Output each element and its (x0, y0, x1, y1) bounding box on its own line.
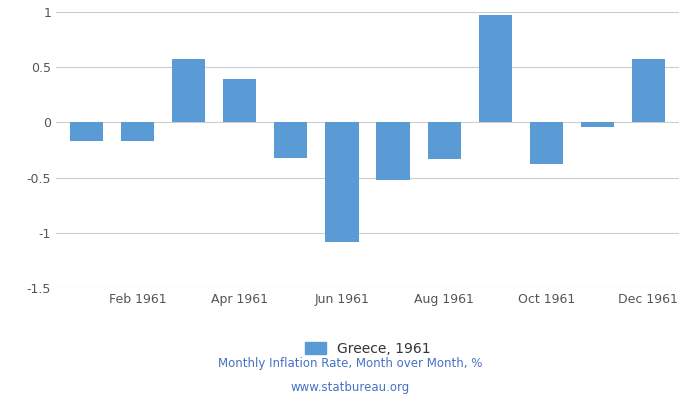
Bar (172, 60, 205, 122)
Bar (326, 122, 358, 242)
Bar (581, 122, 614, 127)
Text: www.statbureau.org: www.statbureau.org (290, 382, 410, 394)
Bar (223, 79, 256, 122)
Bar (479, 15, 512, 122)
Bar (632, 60, 665, 122)
Bar (70, 122, 103, 141)
Bar (428, 122, 461, 159)
Bar (121, 122, 154, 141)
Bar (274, 122, 307, 158)
Text: Monthly Inflation Rate, Month over Month, %: Monthly Inflation Rate, Month over Month… (218, 358, 482, 370)
Bar (530, 122, 563, 164)
Bar (377, 122, 410, 180)
Legend: Greece, 1961: Greece, 1961 (299, 336, 436, 362)
